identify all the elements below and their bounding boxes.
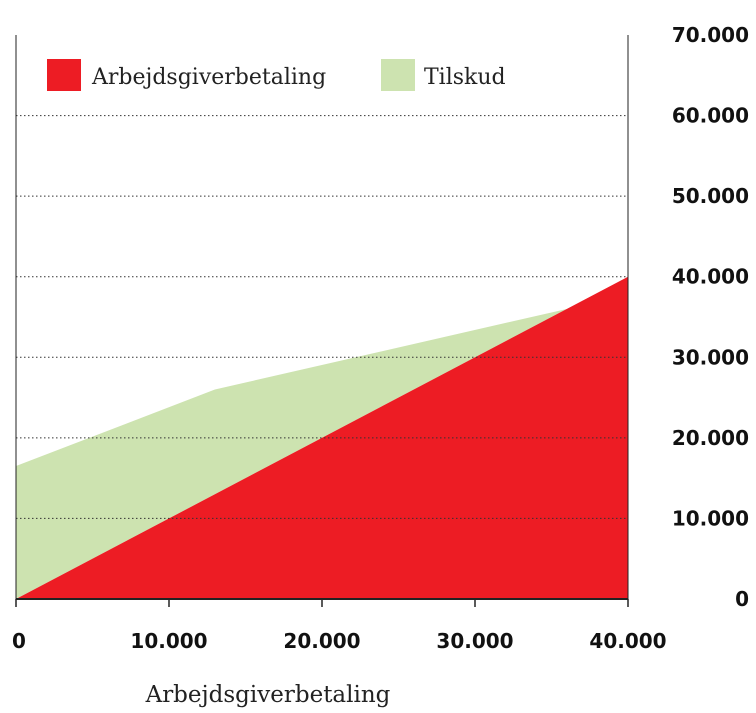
y-tick-label: 40.000 bbox=[672, 265, 749, 289]
legend: Arbejdsgiverbetaling Tilskud bbox=[47, 59, 506, 91]
y-axis: 0 10.000 20.000 30.000 40.000 50.000 60.000 70.… bbox=[672, 23, 749, 611]
x-tick-label: 0 bbox=[12, 629, 26, 653]
x-tick-label: 10.000 bbox=[130, 629, 207, 653]
y-tick-label: 50.000 bbox=[672, 184, 749, 208]
x-tick-label: 20.000 bbox=[283, 629, 360, 653]
y-tick-label: 0 bbox=[735, 587, 749, 611]
x-axis: 0 10.000 20.000 30.000 40.000 bbox=[12, 599, 667, 653]
y-tick-label: 10.000 bbox=[672, 506, 749, 530]
legend-label-arbejdsgiverbetaling: Arbejdsgiverbetaling bbox=[91, 65, 326, 90]
legend-swatch-arbejdsgiverbetaling bbox=[47, 59, 81, 91]
y-tick-label: 70.000 bbox=[672, 23, 749, 47]
legend-label-tilskud: Tilskud bbox=[424, 65, 506, 90]
y-tick-label: 60.000 bbox=[672, 104, 749, 128]
legend-swatch-tilskud bbox=[381, 59, 415, 91]
y-tick-label: 30.000 bbox=[672, 345, 749, 369]
x-axis-title: Arbejdsgiverbetaling bbox=[145, 682, 391, 708]
y-tick-label: 20.000 bbox=[672, 426, 749, 450]
x-tick-label: 30.000 bbox=[436, 629, 513, 653]
x-tick-label: 40.000 bbox=[589, 629, 666, 653]
